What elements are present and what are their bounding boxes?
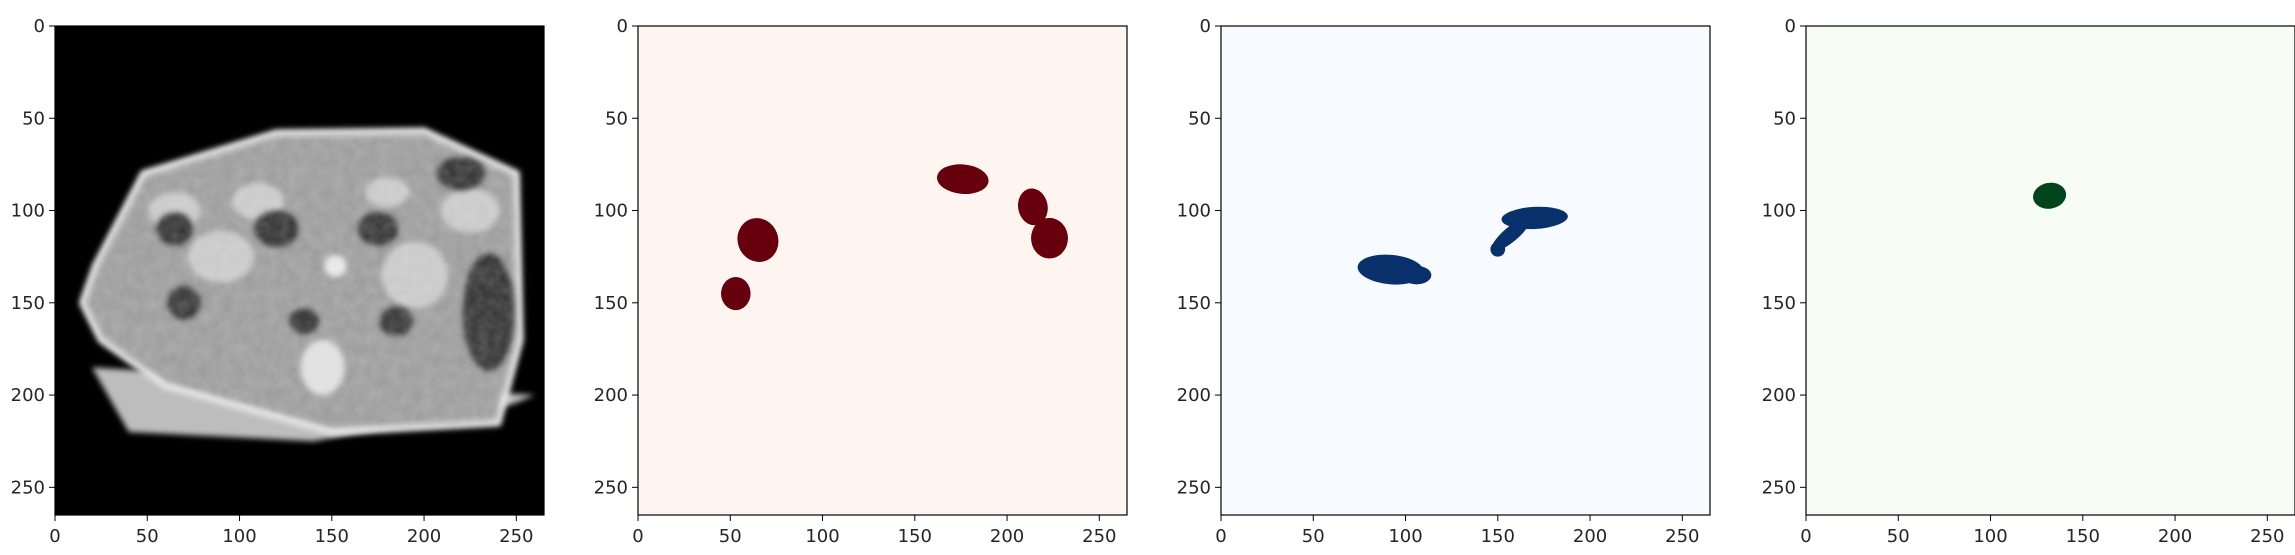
x-tick-label: 150: [1481, 526, 1515, 547]
mask-region: [2033, 182, 2067, 209]
mask-region: [737, 218, 779, 262]
y-tick-label: 100: [594, 201, 628, 222]
x-tick-label: 200: [407, 526, 441, 547]
y-tick-label: 150: [1762, 293, 1796, 314]
mask-region: [937, 164, 989, 195]
y-tick-label: 200: [1762, 385, 1796, 406]
y-tick-label: 0: [1200, 16, 1211, 37]
y-tick-label: 250: [11, 477, 45, 498]
y-tick-label: 200: [1177, 385, 1211, 406]
y-tick-label: 200: [594, 385, 628, 406]
y-tick-label: 0: [34, 16, 45, 37]
y-tick-label: 100: [1177, 201, 1211, 222]
y-tick-label: 0: [617, 16, 628, 37]
y-tick-label: 0: [1785, 16, 1796, 37]
y-tick-label: 150: [1177, 293, 1211, 314]
y-tick-label: 50: [605, 108, 628, 129]
mask-region: [1031, 217, 1068, 259]
panel-content: [721, 164, 1068, 311]
y-tick-label: 250: [1762, 477, 1796, 498]
x-tick-label: 50: [719, 526, 742, 547]
x-tick-label: 50: [1887, 526, 1910, 547]
y-tick-label: 200: [11, 385, 45, 406]
x-tick-label: 0: [1215, 526, 1226, 547]
x-tick-label: 50: [1302, 526, 1325, 547]
x-tick-label: 100: [805, 526, 839, 547]
mask-region: [1491, 218, 1530, 251]
y-tick-label: 100: [1762, 201, 1796, 222]
mri-texture: [82, 131, 521, 432]
y-tick-label: 50: [1188, 108, 1211, 129]
panel-background: [1806, 26, 2295, 515]
y-tick-label: 150: [594, 293, 628, 314]
mask-region: [1490, 241, 1506, 257]
panel-content: [1357, 206, 1568, 285]
mask-region: [721, 276, 751, 311]
axes-frame: [1805, 25, 2295, 516]
x-tick-label: 250: [2250, 526, 2284, 547]
x-tick-label: 200: [2158, 526, 2192, 547]
x-tick-label: 150: [2066, 526, 2100, 547]
panel-mri: 0 50 100 150 200 250 0 50 100 150 200 250: [11, 16, 545, 547]
y-tick-label: 100: [11, 201, 45, 222]
mask-region: [1401, 265, 1432, 285]
x-tick-label: 250: [1665, 526, 1699, 547]
x-tick-label: 200: [990, 526, 1024, 547]
x-tick-label: 50: [136, 526, 159, 547]
y-tick-label: 250: [1177, 477, 1211, 498]
panel-content: [78, 127, 535, 442]
mask-region: [1018, 188, 1048, 226]
panel-background: [1221, 26, 1710, 515]
panel-content: [2033, 182, 2067, 209]
x-tick-label: 0: [49, 526, 60, 547]
x-tick-label: 150: [898, 526, 932, 547]
x-tick-label: 100: [1388, 526, 1422, 547]
y-tick-label: 150: [11, 293, 45, 314]
y-tick-label: 250: [594, 477, 628, 498]
x-tick-label: 100: [1973, 526, 2007, 547]
panel-mask-red: 0 50 100 150 200 250 0 50 100 150 200 250: [594, 16, 1128, 547]
x-tick-label: 150: [315, 526, 349, 547]
x-tick-label: 250: [1082, 526, 1116, 547]
x-tick-label: 0: [632, 526, 643, 547]
axes-frame: [1220, 25, 1711, 516]
panel-mask-green: 0 50 100 150 200 250 0 50 100 150 200 250: [1762, 16, 2295, 547]
axes-frame: [54, 25, 545, 516]
x-tick-label: 200: [1573, 526, 1607, 547]
x-tick-label: 100: [222, 526, 256, 547]
y-tick-label: 50: [22, 108, 45, 129]
axes-frame: [637, 25, 1128, 516]
x-tick-label: 0: [1800, 526, 1811, 547]
y-tick-label: 50: [1773, 108, 1796, 129]
panel-mask-blue: 0 50 100 150 200 250 0 50 100 150 200 250: [1177, 16, 1711, 547]
panel-background: [638, 26, 1127, 515]
x-tick-label: 250: [499, 526, 533, 547]
